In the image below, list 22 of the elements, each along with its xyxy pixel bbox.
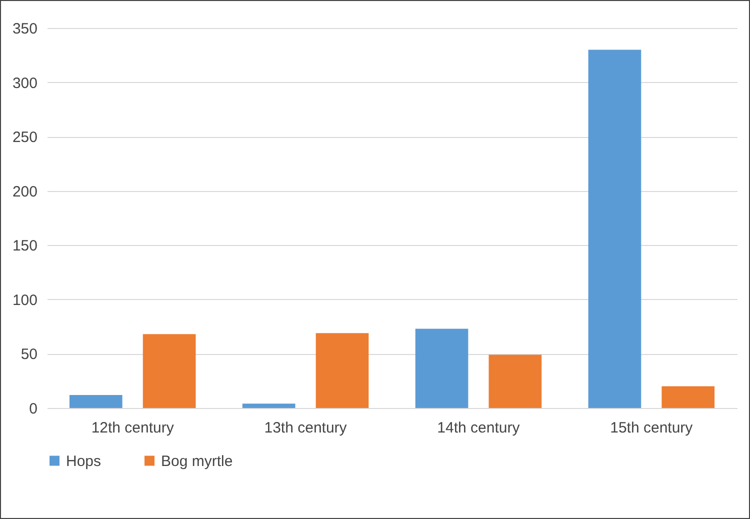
y-tick-label: 300 [12, 74, 38, 92]
y-tick-label: 50 [20, 346, 38, 364]
legend-label: Hops [66, 452, 102, 470]
y-tick-label: 200 [12, 183, 38, 200]
bar [415, 328, 468, 408]
bar [242, 404, 296, 408]
y-tick-label: 150 [12, 238, 38, 255]
bar [488, 354, 542, 408]
x-tick-label: 12th century [91, 420, 174, 436]
bar [69, 394, 122, 408]
y-tick-label: 100 [12, 292, 38, 309]
x-tick-label: 13th century [264, 420, 348, 436]
legend-label: Bog myrtle [161, 452, 233, 470]
x-tick-label: 14th century [437, 420, 520, 436]
bar [142, 334, 196, 408]
y-tick-label: 0 [29, 400, 38, 418]
bar [588, 50, 642, 408]
y-tick-label: 350 [12, 20, 38, 38]
x-tick-label: 15th century [610, 420, 694, 436]
bar [662, 386, 715, 408]
bar [316, 333, 369, 408]
y-tick-label: 250 [12, 129, 38, 146]
